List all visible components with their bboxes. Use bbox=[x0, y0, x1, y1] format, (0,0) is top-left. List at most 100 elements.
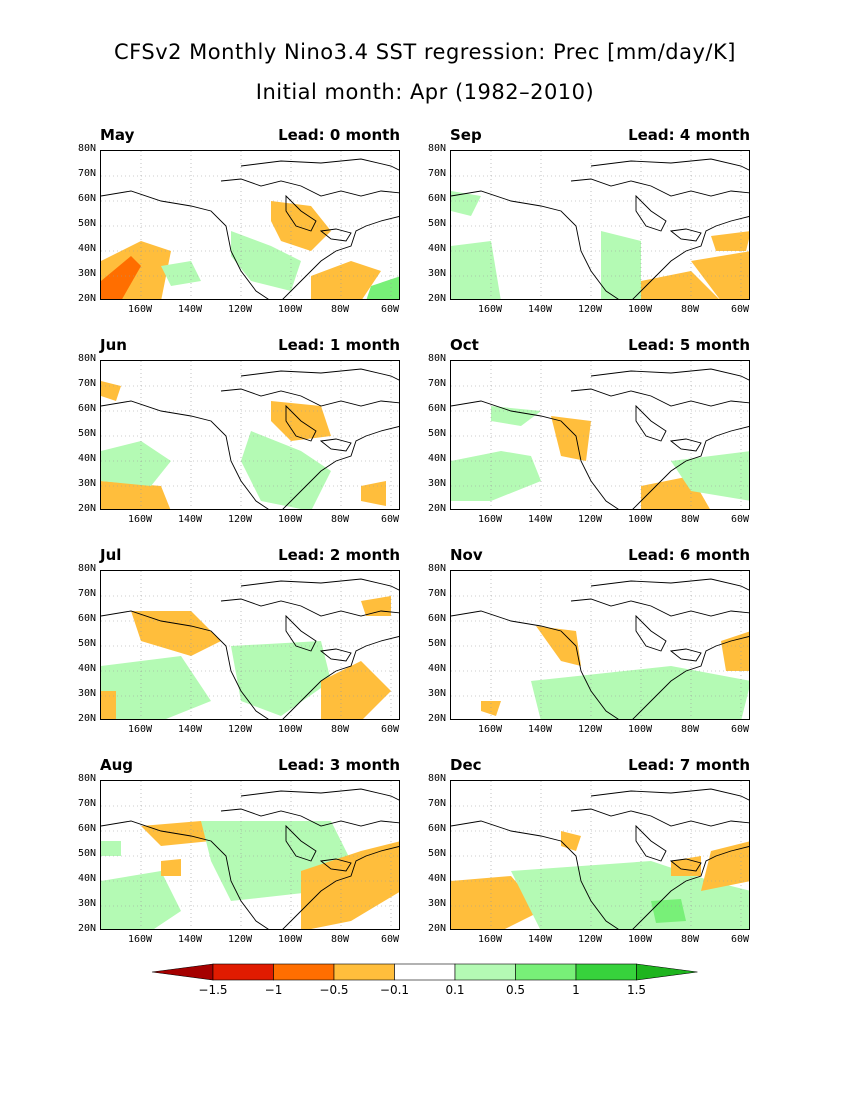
lon-tick-label: 120W bbox=[227, 304, 253, 315]
lat-tick-label: 30N bbox=[77, 478, 96, 489]
coastline bbox=[570, 808, 749, 827]
lon-tick-label: 160W bbox=[477, 934, 503, 945]
lon-tick-label: 100W bbox=[627, 934, 653, 945]
colorbar-segment bbox=[575, 963, 637, 981]
lon-tick-label: 80W bbox=[330, 514, 350, 525]
lat-tick-label: 30N bbox=[427, 898, 446, 909]
coastline bbox=[101, 610, 269, 719]
lat-tick-label: 70N bbox=[427, 378, 446, 389]
panel-lead-label: Lead: 0 month bbox=[278, 126, 400, 144]
lon-tick-label: 140W bbox=[177, 724, 203, 735]
coastline bbox=[590, 368, 749, 381]
lat-tick-label: 30N bbox=[77, 898, 96, 909]
anomaly-region bbox=[101, 256, 141, 299]
coastline bbox=[282, 636, 399, 719]
lat-tick-label: 80N bbox=[77, 143, 96, 154]
anomaly-region bbox=[671, 451, 749, 501]
lon-tick-label: 160W bbox=[127, 304, 153, 315]
anomaly-region bbox=[101, 691, 116, 719]
map-panel bbox=[100, 780, 400, 930]
lat-tick-label: 40N bbox=[77, 243, 96, 254]
coastline bbox=[220, 808, 399, 827]
coastline bbox=[285, 404, 317, 442]
panel-lead-label: Lead: 1 month bbox=[278, 336, 400, 354]
anomaly-region bbox=[101, 481, 171, 509]
lat-tick-label: 20N bbox=[427, 923, 446, 934]
coastline bbox=[101, 190, 269, 299]
lon-tick-label: 140W bbox=[177, 304, 203, 315]
colorbar-tick-label: 1.5 bbox=[626, 983, 647, 997]
coastline bbox=[240, 368, 399, 381]
anomaly-region bbox=[711, 231, 749, 251]
anomaly-region bbox=[361, 596, 391, 616]
lat-tick-label: 50N bbox=[427, 848, 446, 859]
figure-title: CFSv2 Monthly Nino3.4 SST regression: Pr… bbox=[114, 40, 736, 64]
lat-tick-label: 70N bbox=[427, 168, 446, 179]
panel-month-label: Sep bbox=[450, 126, 482, 144]
coastline bbox=[101, 400, 269, 509]
anomaly-region bbox=[451, 241, 501, 299]
lat-tick-label: 70N bbox=[77, 798, 96, 809]
anomaly-region bbox=[536, 626, 581, 666]
lon-tick-label: 120W bbox=[577, 304, 603, 315]
coastline bbox=[319, 648, 352, 662]
anomaly-region bbox=[101, 441, 171, 486]
lat-tick-label: 40N bbox=[77, 453, 96, 464]
coastline bbox=[570, 598, 749, 617]
coastline bbox=[285, 614, 317, 652]
anomaly-region bbox=[721, 631, 749, 671]
coastline bbox=[451, 400, 619, 509]
coastline bbox=[240, 158, 399, 171]
lon-tick-label: 120W bbox=[577, 724, 603, 735]
coastline bbox=[220, 598, 399, 617]
lon-tick-label: 100W bbox=[627, 304, 653, 315]
lon-tick-label: 140W bbox=[527, 724, 553, 735]
lon-tick-label: 80W bbox=[680, 724, 700, 735]
lon-tick-label: 100W bbox=[277, 304, 303, 315]
lat-tick-label: 40N bbox=[427, 663, 446, 674]
coastline bbox=[319, 858, 352, 872]
lat-tick-label: 70N bbox=[77, 378, 96, 389]
lat-tick-label: 70N bbox=[77, 588, 96, 599]
coastline bbox=[669, 228, 702, 242]
lon-tick-label: 140W bbox=[177, 514, 203, 525]
map-plot bbox=[101, 151, 399, 299]
lat-tick-label: 60N bbox=[77, 403, 96, 414]
colorbar-min-arrow bbox=[151, 963, 214, 981]
lat-tick-label: 80N bbox=[77, 353, 96, 364]
anomaly-region bbox=[101, 841, 121, 856]
coastline bbox=[635, 404, 667, 442]
lon-tick-label: 120W bbox=[577, 514, 603, 525]
lat-tick-label: 30N bbox=[77, 268, 96, 279]
panel-lead-label: Lead: 3 month bbox=[278, 756, 400, 774]
map-panel bbox=[100, 570, 400, 720]
colorbar-segment bbox=[515, 963, 577, 981]
lat-tick-label: 80N bbox=[427, 773, 446, 784]
lon-tick-label: 60W bbox=[380, 934, 400, 945]
lat-tick-label: 70N bbox=[427, 588, 446, 599]
lat-tick-label: 60N bbox=[427, 403, 446, 414]
anomaly-region bbox=[366, 276, 399, 299]
panel-month-label: May bbox=[100, 126, 135, 144]
lon-tick-label: 80W bbox=[680, 934, 700, 945]
map-plot bbox=[101, 781, 399, 929]
coastline bbox=[285, 194, 317, 232]
panel-lead-label: Lead: 4 month bbox=[628, 126, 750, 144]
lat-tick-label: 60N bbox=[427, 823, 446, 834]
lat-tick-label: 50N bbox=[427, 218, 446, 229]
anomaly-region bbox=[511, 861, 749, 929]
lat-tick-label: 40N bbox=[427, 873, 446, 884]
lon-tick-label: 60W bbox=[380, 724, 400, 735]
lat-tick-label: 80N bbox=[427, 563, 446, 574]
map-plot bbox=[451, 571, 749, 719]
colorbar-tick-label: 0.1 bbox=[445, 983, 465, 997]
colorbar-segment bbox=[273, 963, 335, 981]
anomaly-region bbox=[361, 481, 386, 506]
anomaly-region bbox=[451, 451, 541, 501]
coastline bbox=[451, 190, 619, 299]
coastline bbox=[570, 388, 749, 407]
panel-lead-label: Lead: 6 month bbox=[628, 546, 750, 564]
panel-lead-label: Lead: 5 month bbox=[628, 336, 750, 354]
lon-tick-label: 80W bbox=[330, 724, 350, 735]
colorbar-tick-label: 1 bbox=[572, 983, 580, 997]
